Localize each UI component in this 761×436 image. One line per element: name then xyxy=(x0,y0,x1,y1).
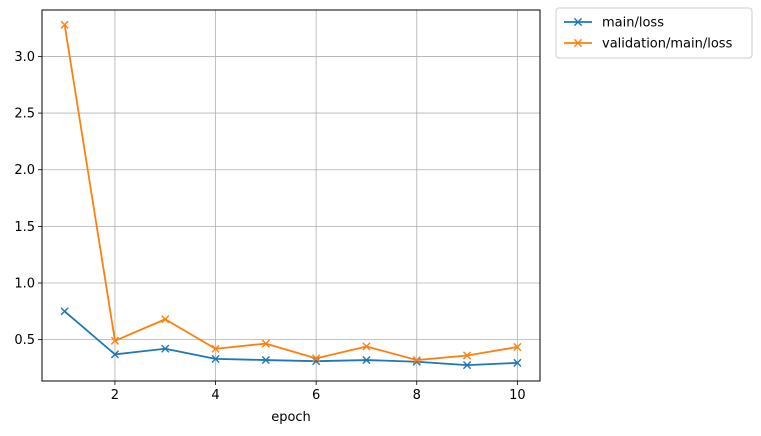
data-point xyxy=(261,339,270,348)
marker-stroke xyxy=(211,344,220,353)
x-tick-label: 10 xyxy=(509,388,526,403)
marker-stroke xyxy=(462,351,472,360)
legend-label: main/loss xyxy=(602,16,664,31)
marker-stroke xyxy=(110,336,120,345)
marker-stroke xyxy=(110,350,120,359)
x-tick-label: 2 xyxy=(111,388,119,403)
marker-stroke xyxy=(573,17,583,27)
marker-stroke xyxy=(60,307,69,316)
data-point xyxy=(412,355,421,365)
data-point xyxy=(110,336,120,345)
marker-stroke xyxy=(211,354,220,364)
marker-stroke xyxy=(261,339,270,348)
data-point xyxy=(161,315,170,324)
data-point xyxy=(362,355,371,365)
marker-stroke xyxy=(261,355,270,365)
marker-stroke xyxy=(60,20,69,29)
data-point xyxy=(261,355,270,365)
x-axis-label: epoch xyxy=(271,410,311,425)
axes: 2 4 6 8 10 0.5 1.0 1.5 2.0 2.5 3.0 xyxy=(14,50,525,403)
marker-stroke xyxy=(362,355,371,365)
y-tick-label: 3.0 xyxy=(14,50,35,65)
grid-lines xyxy=(42,10,540,381)
data-point xyxy=(462,361,472,370)
marker-stroke xyxy=(312,354,321,363)
y-tick-label: 2.0 xyxy=(14,163,35,178)
marker-stroke xyxy=(362,342,371,351)
legend-marker xyxy=(573,38,583,48)
marker-stroke xyxy=(513,358,522,367)
y-tick-label: 2.5 xyxy=(14,107,35,122)
x-tick-label: 8 xyxy=(413,388,421,403)
x-tick-label: 4 xyxy=(211,388,219,403)
data-point xyxy=(60,20,69,29)
legend: main/loss validation/main/loss xyxy=(555,7,753,59)
x-tick-label: 6 xyxy=(312,388,320,403)
data-point xyxy=(211,344,220,353)
marker-stroke xyxy=(412,355,421,365)
data-point xyxy=(312,357,321,366)
y-tick-label: 1.0 xyxy=(14,277,35,292)
data-point xyxy=(513,358,522,367)
data-point xyxy=(60,307,69,316)
series-line xyxy=(64,310,518,367)
legend-item: main/loss xyxy=(564,16,664,31)
data-point xyxy=(312,354,321,363)
marker-stroke xyxy=(161,315,170,324)
series-lines xyxy=(60,20,522,370)
data-point xyxy=(462,351,472,360)
legend-marker xyxy=(573,17,583,27)
data-point xyxy=(513,342,522,352)
marker-stroke xyxy=(573,38,583,48)
data-point xyxy=(211,354,220,364)
marker-stroke xyxy=(312,357,321,366)
legend-label: validation/main/loss xyxy=(602,37,733,52)
plot-area-frame xyxy=(41,9,541,382)
y-tick-label: 1.5 xyxy=(14,220,35,235)
data-point xyxy=(110,350,120,359)
data-point xyxy=(362,342,371,351)
y-tick-label: 0.5 xyxy=(14,333,35,348)
series-validation-main-loss xyxy=(60,20,522,365)
legend-item: validation/main/loss xyxy=(564,37,733,52)
marker-stroke xyxy=(462,361,472,370)
series-main-loss xyxy=(60,307,522,370)
series-line xyxy=(63,24,518,361)
marker-stroke xyxy=(513,342,522,352)
legend-frame xyxy=(555,7,753,59)
data-point xyxy=(161,344,170,353)
marker-stroke xyxy=(161,344,170,353)
